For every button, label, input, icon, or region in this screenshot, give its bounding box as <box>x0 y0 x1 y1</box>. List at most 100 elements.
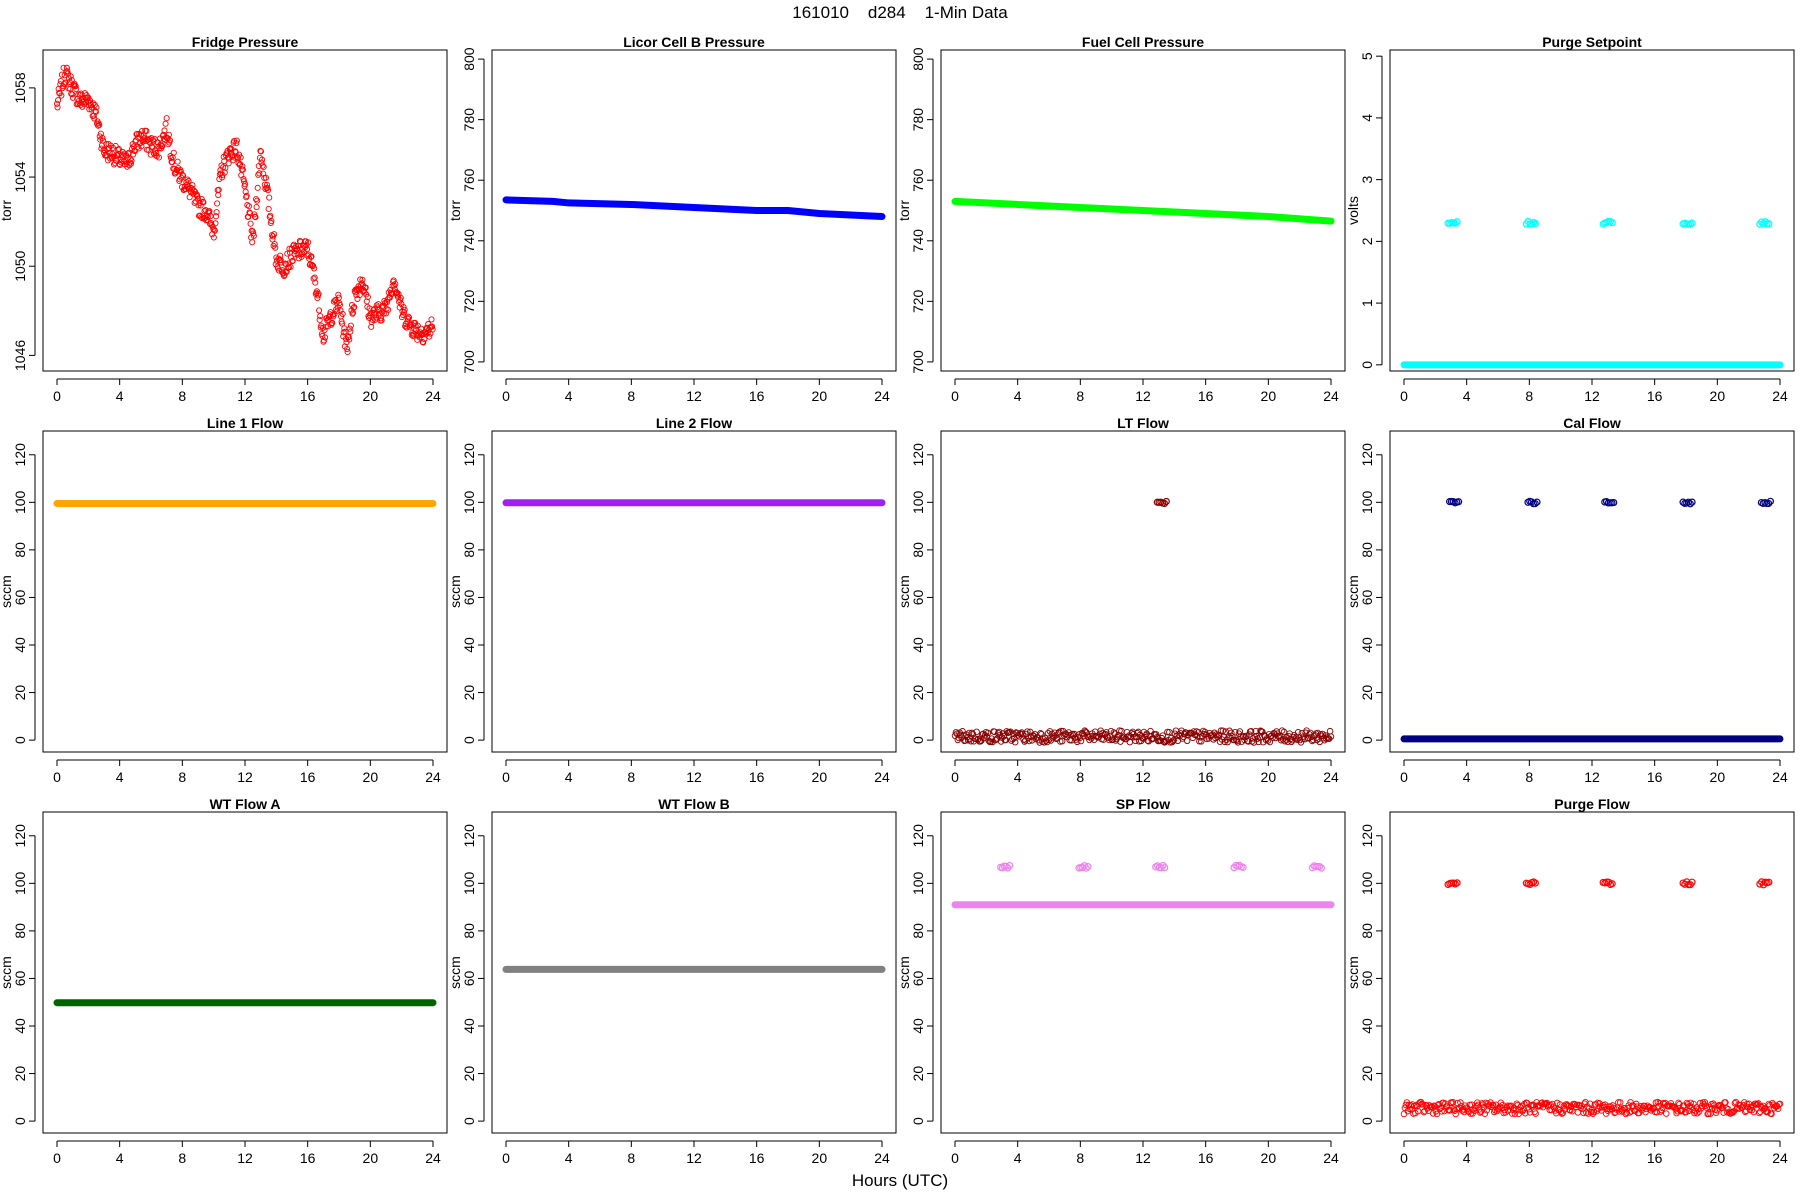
y-tick-label: 60 <box>12 589 28 605</box>
y-tick-label: 40 <box>12 637 28 653</box>
y-tick-label: 0 <box>1359 736 1375 744</box>
data-point <box>1765 220 1773 228</box>
x-tick-label: 16 <box>749 769 765 785</box>
x-tick-label: 4 <box>116 1150 124 1166</box>
data-point <box>289 258 296 265</box>
plot-frame <box>1389 430 1795 753</box>
data-point <box>311 265 318 272</box>
x-tick-label: 0 <box>53 1150 61 1166</box>
y-tick-label: 100 <box>12 490 28 514</box>
data-layer <box>951 197 1335 225</box>
data-point <box>1051 729 1058 736</box>
data-point <box>1532 1110 1539 1117</box>
data-point <box>1400 1110 1408 1118</box>
data-series <box>1444 878 1773 889</box>
figure-title: 161010 d284 1-Min Data <box>792 3 1008 22</box>
data-point <box>72 83 79 90</box>
x-tick-label: 20 <box>1710 769 1726 785</box>
data-point <box>245 203 252 210</box>
data-point <box>308 253 315 260</box>
data-point <box>339 310 346 318</box>
data-point <box>61 81 68 88</box>
x-tick-label: 16 <box>300 388 316 404</box>
x-tick-label: 16 <box>1198 388 1214 404</box>
data-point <box>380 310 387 317</box>
data-point <box>1451 219 1459 227</box>
data-point <box>1026 737 1033 745</box>
data-point <box>953 730 961 737</box>
data-layer <box>951 861 1335 909</box>
data-point <box>180 172 187 179</box>
x-tick-label: 4 <box>565 388 573 404</box>
data-series <box>1400 1098 1784 1118</box>
data-point <box>1701 1098 1709 1106</box>
chart-panel: Licor Cell B Pressure 0 4 8 12 16 20 24 700 720 74… <box>447 34 897 404</box>
data-point <box>140 138 147 145</box>
data-point <box>351 304 358 311</box>
y-tick-label: 4 <box>1359 114 1375 122</box>
data-point <box>345 333 352 340</box>
data-point <box>272 244 279 251</box>
data-point <box>217 170 225 177</box>
data-point <box>95 122 102 129</box>
data-point <box>210 234 217 241</box>
data-point <box>269 236 276 243</box>
x-tick-label: 0 <box>951 388 959 404</box>
data-point <box>265 205 272 212</box>
data-point <box>339 320 346 327</box>
data-point <box>1531 499 1539 508</box>
data-point <box>1169 737 1177 745</box>
data-point <box>1304 734 1311 741</box>
data-point <box>166 137 174 144</box>
y-tick-label: 120 <box>461 443 477 467</box>
data-point <box>277 252 284 259</box>
y-tick-label: 80 <box>461 542 477 558</box>
data-point <box>78 90 85 97</box>
data-point <box>284 264 291 271</box>
data-point <box>1756 1109 1763 1117</box>
data-layer <box>1400 217 1784 369</box>
data-point <box>1317 864 1326 872</box>
data-point <box>968 729 976 737</box>
x-tick-label: 20 <box>1261 769 1277 785</box>
x-tick-label: 12 <box>1584 769 1600 785</box>
data-point <box>253 204 260 211</box>
data-point <box>134 130 141 137</box>
y-tick-label: 1046 <box>12 340 28 371</box>
y-tick-label: 40 <box>461 637 477 653</box>
y-tick-label: 100 <box>1359 490 1375 514</box>
y-tick-label: 0 <box>910 1117 926 1125</box>
data-point <box>1521 1100 1528 1108</box>
data-point <box>259 156 266 163</box>
data-point <box>1657 1108 1664 1115</box>
data-point <box>1278 727 1286 734</box>
y-axis-label: sccm <box>447 575 463 608</box>
data-trace <box>502 196 886 221</box>
x-tick-label: 24 <box>1323 1150 1339 1166</box>
data-point <box>1247 727 1255 735</box>
x-tick-label: 12 <box>1135 388 1151 404</box>
data-point <box>1234 739 1242 746</box>
x-tick-label: 0 <box>951 769 959 785</box>
x-tick-label: 16 <box>1647 769 1663 785</box>
data-point <box>58 71 65 78</box>
data-point <box>126 162 133 169</box>
data-point <box>303 246 311 253</box>
data-point <box>92 108 99 115</box>
data-point <box>239 166 246 173</box>
y-tick-label: 0 <box>12 736 28 744</box>
y-axis-label: sccm <box>447 956 463 989</box>
y-tick-label: 120 <box>12 443 28 467</box>
data-point <box>341 325 348 332</box>
y-tick-label: 60 <box>910 589 926 605</box>
data-trace <box>951 197 1335 225</box>
data-point <box>1221 738 1229 746</box>
x-tick-label: 20 <box>363 388 379 404</box>
data-point <box>1077 737 1085 745</box>
data-point <box>1024 728 1031 735</box>
y-tick-label: 120 <box>1359 443 1375 467</box>
data-point <box>64 68 71 75</box>
data-point <box>1528 220 1536 228</box>
data-point <box>329 319 336 326</box>
y-tick-label: 100 <box>461 871 477 895</box>
